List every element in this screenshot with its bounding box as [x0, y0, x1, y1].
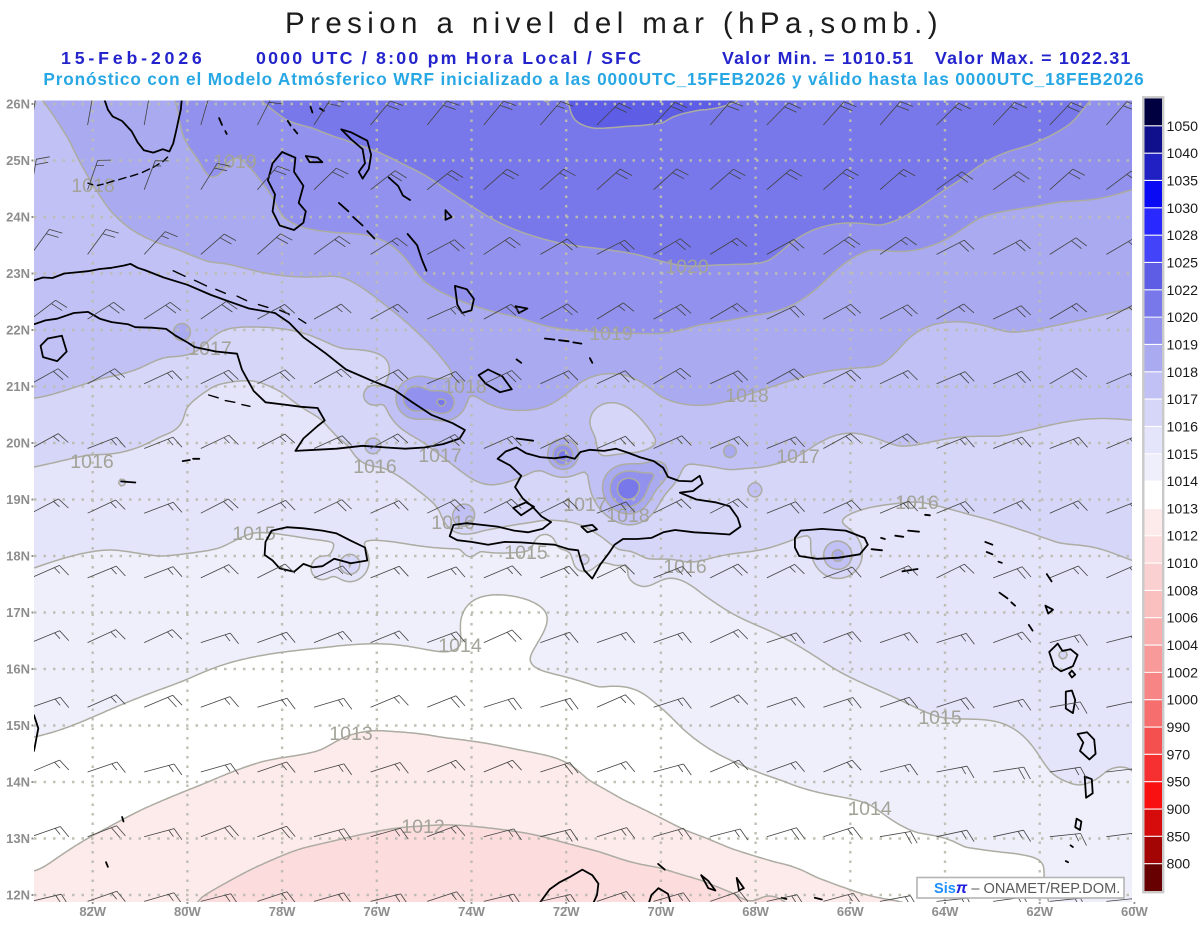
svg-text:1015: 1015	[1167, 447, 1199, 463]
svg-text:14N: 14N	[6, 775, 30, 790]
svg-text:1020: 1020	[665, 256, 709, 278]
svg-text:25N: 25N	[6, 153, 30, 168]
svg-text:1012: 1012	[401, 816, 444, 838]
svg-text:850: 850	[1167, 829, 1191, 845]
svg-text:1016: 1016	[663, 556, 706, 578]
svg-text:1004: 1004	[1167, 638, 1199, 654]
svg-text:1014: 1014	[438, 635, 482, 657]
svg-text:1008: 1008	[1167, 583, 1199, 599]
svg-text:800: 800	[1167, 857, 1191, 873]
svg-text:21N: 21N	[6, 379, 30, 394]
svg-text:1028: 1028	[1167, 228, 1199, 244]
svg-text:Sisπ – ONAMET/REP.DOM.: Sisπ – ONAMET/REP.DOM.	[934, 880, 1120, 897]
svg-text:66W: 66W	[837, 904, 864, 919]
svg-text:0000 UTC / 8:00 pm Hora Local: 0000 UTC / 8:00 pm Hora Local / SFC	[256, 48, 643, 68]
svg-text:76W: 76W	[363, 904, 390, 919]
svg-text:1030: 1030	[1167, 201, 1199, 217]
svg-text:78W: 78W	[269, 904, 296, 919]
svg-text:1016: 1016	[1167, 419, 1199, 435]
svg-text:1018: 1018	[606, 505, 649, 527]
svg-text:970: 970	[1167, 747, 1191, 763]
svg-text:62W: 62W	[1026, 904, 1053, 919]
svg-text:990: 990	[1167, 720, 1191, 736]
svg-text:1017: 1017	[1167, 392, 1199, 408]
svg-text:1025: 1025	[1167, 256, 1199, 272]
svg-text:Presion a nivel del mar (hPa,s: Presion a nivel del mar (hPa,somb.)	[285, 7, 943, 40]
svg-text:1013: 1013	[329, 723, 372, 745]
svg-text:1016: 1016	[431, 512, 474, 534]
svg-text:1040: 1040	[1167, 146, 1199, 162]
svg-text:1006: 1006	[1167, 611, 1199, 627]
svg-text:18N: 18N	[6, 549, 30, 564]
svg-text:20N: 20N	[6, 436, 30, 451]
svg-text:1018: 1018	[443, 376, 486, 398]
svg-text:1000: 1000	[1167, 693, 1199, 709]
svg-text:22N: 22N	[6, 323, 30, 338]
svg-text:1020: 1020	[1167, 310, 1199, 326]
svg-text:26N: 26N	[6, 97, 30, 112]
svg-text:15N: 15N	[6, 718, 30, 733]
svg-text:72W: 72W	[553, 904, 580, 919]
svg-text:17N: 17N	[6, 605, 30, 620]
svg-text:68W: 68W	[742, 904, 769, 919]
svg-text:Valor Max. = 1022.31: Valor Max. = 1022.31	[935, 48, 1132, 68]
svg-text:1018: 1018	[725, 385, 768, 407]
svg-text:1016: 1016	[353, 456, 396, 478]
svg-text:1015: 1015	[918, 707, 962, 729]
svg-text:82W: 82W	[79, 904, 106, 919]
svg-text:1017: 1017	[563, 494, 606, 516]
svg-text:1014: 1014	[1167, 474, 1199, 490]
svg-text:1018: 1018	[1167, 365, 1199, 381]
svg-text:13N: 13N	[6, 831, 30, 846]
svg-text:Pronóstico con el Modelo Atmós: Pronóstico con el Modelo Atmósferico WRF…	[43, 69, 1144, 89]
svg-text:1035: 1035	[1167, 174, 1199, 190]
svg-text:1019: 1019	[589, 323, 632, 345]
svg-text:16N: 16N	[6, 662, 30, 677]
svg-text:1002: 1002	[1167, 665, 1199, 681]
svg-text:1010: 1010	[1167, 556, 1199, 572]
svg-text:1013: 1013	[1167, 501, 1199, 517]
svg-text:1017: 1017	[776, 446, 819, 468]
svg-text:1019: 1019	[213, 151, 256, 173]
svg-text:1014: 1014	[848, 798, 892, 820]
svg-text:12N: 12N	[6, 888, 30, 903]
svg-text:1050: 1050	[1167, 119, 1199, 135]
svg-text:1015: 1015	[232, 523, 276, 545]
svg-text:Valor Min. = 1010.51: Valor Min. = 1010.51	[722, 48, 915, 68]
svg-text:70W: 70W	[648, 904, 675, 919]
svg-text:19N: 19N	[6, 492, 30, 507]
svg-text:1012: 1012	[1167, 529, 1199, 545]
svg-text:1016: 1016	[895, 492, 938, 514]
svg-text:1019: 1019	[1167, 337, 1199, 353]
svg-text:80W: 80W	[174, 904, 201, 919]
svg-text:1017: 1017	[188, 338, 231, 360]
svg-text:1017: 1017	[418, 445, 461, 467]
svg-text:1018: 1018	[71, 175, 114, 197]
svg-text:64W: 64W	[932, 904, 959, 919]
svg-text:15-Feb-2026: 15-Feb-2026	[61, 48, 206, 68]
svg-text:74W: 74W	[458, 904, 485, 919]
svg-text:950: 950	[1167, 775, 1191, 791]
svg-text:1015: 1015	[504, 542, 548, 564]
svg-text:900: 900	[1167, 802, 1191, 818]
svg-text:24N: 24N	[6, 210, 30, 225]
svg-text:1022: 1022	[1167, 283, 1199, 299]
svg-text:23N: 23N	[6, 266, 30, 281]
svg-text:1016: 1016	[70, 451, 113, 473]
svg-text:60W: 60W	[1121, 904, 1148, 919]
